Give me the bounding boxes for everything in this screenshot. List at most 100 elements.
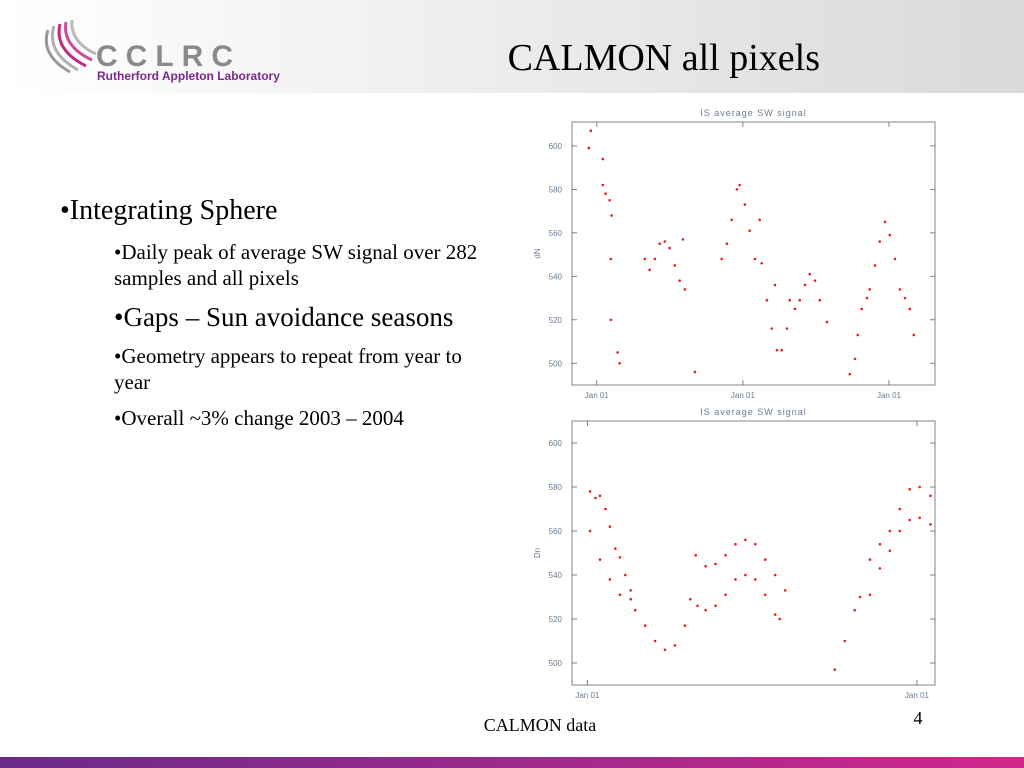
footer-band: [0, 757, 1024, 768]
data-point: [610, 214, 613, 217]
bullet: •Daily peak of average SW signal over 28…: [114, 240, 478, 290]
data-point: [673, 644, 677, 647]
data-point: [704, 608, 707, 612]
data-point: [865, 296, 869, 300]
y-tick-label: 580: [549, 483, 563, 492]
data-point: [793, 307, 797, 311]
chart-title: IS average SW signal: [700, 407, 807, 417]
data-point: [683, 624, 687, 627]
data-point: [898, 507, 902, 511]
data-point: [918, 485, 921, 489]
plot-frame: [571, 121, 936, 386]
data-point: [843, 639, 847, 643]
data-point: [893, 257, 897, 261]
y-tick-label: 500: [549, 359, 563, 368]
data-point: [860, 307, 864, 311]
y-tick-label: 600: [549, 439, 563, 448]
data-point: [908, 487, 912, 491]
data-point: [908, 307, 912, 311]
data-point: [813, 279, 817, 282]
data-point: [681, 238, 685, 241]
slide-title: CALMON all pixels: [508, 37, 820, 79]
data-point: [589, 129, 593, 132]
data-point: [853, 608, 856, 612]
data-point: [587, 146, 591, 150]
data-point: [785, 327, 789, 330]
data-point: [725, 242, 729, 246]
data-point: [888, 529, 892, 533]
data-point: [763, 593, 767, 597]
data-point: [773, 613, 777, 616]
y-tick-label: 540: [549, 571, 563, 580]
data-point: [609, 318, 613, 322]
data-point: [744, 538, 747, 542]
data-point: [898, 288, 902, 291]
logo-swirl: [44, 19, 97, 74]
data-point: [825, 320, 829, 324]
y-tick-label: 560: [549, 527, 563, 536]
data-point: [773, 283, 777, 287]
data-point: [743, 203, 747, 206]
x-tick-label: Jan 01: [905, 691, 930, 700]
bullet: •Overall ~3% change 2003 – 2004: [114, 406, 404, 430]
data-point: [868, 288, 872, 291]
data-point: [663, 648, 667, 652]
bullet: •Geometry appears to repeat from year to…: [114, 344, 462, 394]
data-point: [734, 542, 737, 546]
data-point: [643, 624, 647, 627]
y-axis-label: dN: [533, 248, 542, 258]
data-point: [724, 553, 727, 557]
bullet-area: •Integrating Sphere •Daily peak of averag…: [60, 195, 478, 430]
data-point: [848, 372, 852, 376]
data-point: [758, 218, 762, 222]
data-point: [744, 573, 747, 577]
data-point: [608, 198, 611, 202]
data-point: [618, 556, 622, 559]
data-point: [618, 593, 622, 597]
data-point: [653, 639, 657, 643]
data-point: [873, 264, 877, 267]
data-point: [696, 604, 699, 608]
data-point: [720, 257, 723, 261]
bullet: •Gaps – Sun avoidance seasons: [114, 302, 454, 332]
data-point: [693, 370, 697, 374]
y-axis-label: Dn: [533, 548, 542, 558]
data-point: [856, 333, 860, 337]
data-point: [683, 288, 687, 291]
data-point: [588, 529, 592, 533]
data-point: [730, 218, 733, 222]
footer-caption: CALMON data: [484, 715, 596, 735]
data-point: [653, 257, 657, 261]
chart-title: IS average SW signal: [700, 108, 807, 118]
data-point: [833, 668, 837, 671]
data-point: [798, 298, 802, 302]
plot-frame: [571, 420, 936, 686]
data-point: [878, 567, 882, 570]
data-point: [760, 261, 764, 265]
page-number: 4: [914, 708, 923, 728]
data-point: [643, 257, 647, 261]
data-point: [783, 589, 787, 592]
data-point: [673, 264, 677, 267]
data-point: [808, 272, 812, 276]
data-point: [888, 549, 892, 553]
data-point: [658, 242, 661, 246]
data-point: [688, 597, 692, 601]
data-point: [929, 494, 932, 498]
y-tick-label: 500: [549, 659, 563, 668]
x-tick-label: Jan 01: [731, 391, 756, 400]
data-point: [594, 496, 597, 500]
data-point: [898, 529, 902, 533]
data-point: [608, 578, 612, 581]
data-point: [883, 220, 887, 224]
data-point: [903, 296, 907, 300]
y-tick-label: 580: [549, 185, 563, 194]
data-point: [668, 246, 671, 250]
data-point: [763, 558, 767, 561]
x-tick-label: Jan 01: [877, 391, 902, 400]
data-point: [663, 240, 667, 243]
data-point: [734, 578, 737, 581]
data-point: [633, 608, 637, 612]
data-point: [868, 593, 872, 597]
data-point: [623, 573, 627, 577]
